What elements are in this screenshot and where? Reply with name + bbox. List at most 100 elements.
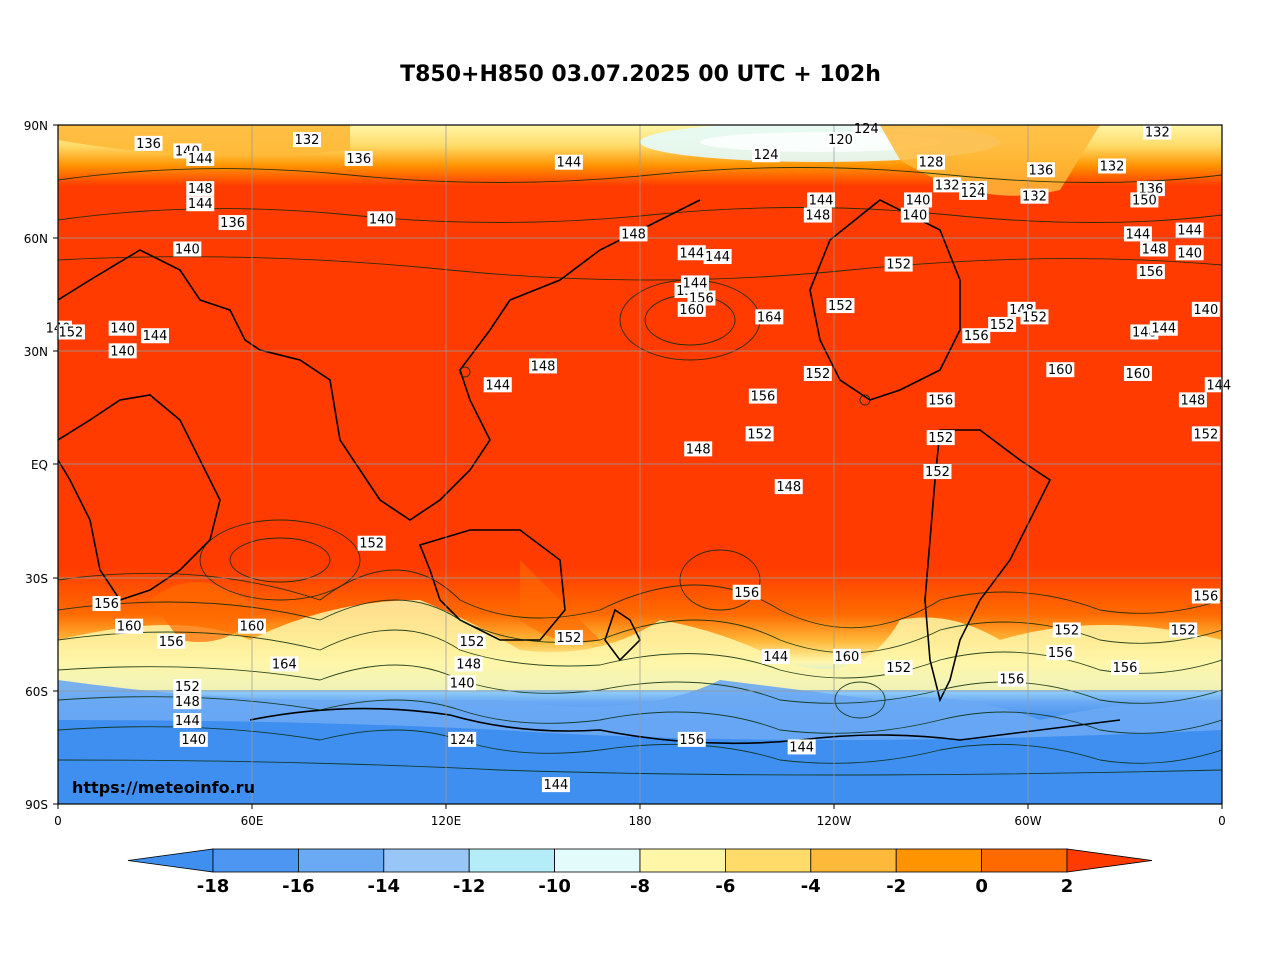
height-label-text: 124 [754,148,779,163]
height-label-text: 156 [999,673,1024,688]
height-label-text: 136 [136,137,161,152]
height-label-text: 148 [456,657,481,672]
height-label-text: 124 [854,122,879,137]
height-label-text: 144 [679,246,704,261]
height-label-text: 152 [556,631,581,646]
height-label-text: 140 [450,676,475,691]
height-label-text: 164 [272,657,297,672]
height-label: 148 [684,441,713,457]
height-label: 132 [1143,124,1172,141]
height-label-text: 156 [159,635,184,650]
height-label-text: 152 [925,465,950,480]
height-label: 156 [962,328,991,344]
height-label: 144 [1204,377,1233,393]
height-label-text: 160 [240,620,265,635]
height-label-text: 152 [1022,310,1047,325]
height-label-text: 124 [450,733,475,748]
height-label-text: 132 [1022,190,1047,205]
colorbar-label: -10 [538,876,571,897]
height-label: 132 [1098,158,1127,174]
lon-axis: 0 60E 120E 180 120W 60W 0 [54,804,1226,828]
height-label: 140 [179,731,208,748]
height-label-text: 160 [835,650,860,665]
height-label: 144 [677,245,706,261]
height-label: 144 [186,196,215,212]
height-label: 148 [173,694,202,710]
colorbar-label: -12 [453,876,486,897]
height-label: 140 [904,192,933,208]
lat-label-60s: 60S [25,685,48,699]
height-label-text: 160 [117,620,142,635]
height-label: 150 [1130,192,1159,208]
height-label-text: 132 [1100,159,1125,174]
height-label: 160 [832,648,861,665]
height-label: 120 [826,132,855,148]
height-label-text: 140 [902,209,927,224]
height-label-text: 144 [1126,227,1151,242]
height-label-text: 152 [886,661,911,676]
colorbar: -18 -16 -14 -12 -10 -8 -6 -4 -2 0 2 [127,848,1153,897]
lon-label-60e: 60E [241,814,264,828]
height-label: 152 [803,365,832,382]
height-label-text: 136 [346,152,371,167]
height-label: 152 [173,679,202,695]
height-label-text: 132 [935,178,960,193]
height-label: 148 [454,656,483,672]
height-label-text: 160 [679,303,704,318]
height-label-text: 148 [188,182,213,197]
height-label: 152 [745,426,774,442]
height-label: 140 [108,343,137,359]
lon-label-0: 0 [54,814,62,828]
height-label-text: 144 [175,714,200,729]
height-label-text: 156 [964,329,989,344]
height-label-text: 144 [143,329,168,344]
lat-label-90n: 90N [24,119,48,133]
height-label: 144 [1149,320,1178,337]
height-label-text: 160 [1048,363,1073,378]
height-label: 144 [141,328,169,344]
height-label-text: 152 [1054,623,1079,638]
height-label-text: 148 [776,480,801,495]
height-label: 156 [732,584,761,601]
height-label: 156 [92,596,121,612]
colorbar-label: -14 [368,876,401,897]
height-label: 124 [852,120,881,137]
height-label: 156 [748,388,777,405]
height-label-text: 152 [175,680,200,695]
height-label: 152 [1191,426,1220,442]
lat-axis: 90N 60N 30N EQ 30S 60S 90S [24,119,58,812]
height-label: 140 [448,675,477,691]
height-label: 144 [554,154,583,171]
height-label: 156 [1191,588,1220,605]
height-labels: 1321361401361321401441401401441481441361… [44,120,1233,793]
height-label-text: 156 [94,597,119,612]
height-label-text: 152 [747,427,772,442]
height-label-text: 132 [1145,126,1170,141]
height-label: 136 [218,215,247,231]
height-label: 124 [448,731,477,748]
height-label-text: 152 [59,325,84,340]
height-label: 144 [807,192,836,208]
lon-label-60w: 60W [1014,814,1041,828]
height-label-text: 152 [886,258,911,273]
height-label: 160 [115,618,144,635]
height-label-text: 152 [359,537,384,552]
height-label-text: 148 [1142,242,1167,257]
height-label: 124 [752,147,781,163]
height-label: 148 [619,226,648,242]
height-label: 144 [761,648,790,665]
height-label: 152 [1020,309,1049,325]
colorbar-swatch [212,848,299,873]
height-label: 132 [933,177,962,193]
colorbar-extend-low [127,848,214,873]
lon-label-0-right: 0 [1218,814,1226,828]
height-label-text: 140 [110,322,135,337]
height-label: 136 [344,150,373,167]
height-label-text: 152 [1171,623,1196,638]
height-label-text: 124 [961,186,986,201]
height-label: 140 [1191,301,1220,318]
colorbar-swatch [810,848,897,873]
height-label-text: 128 [919,156,944,171]
colorbar-swatch [297,848,385,873]
height-label-text: 148 [805,209,830,224]
